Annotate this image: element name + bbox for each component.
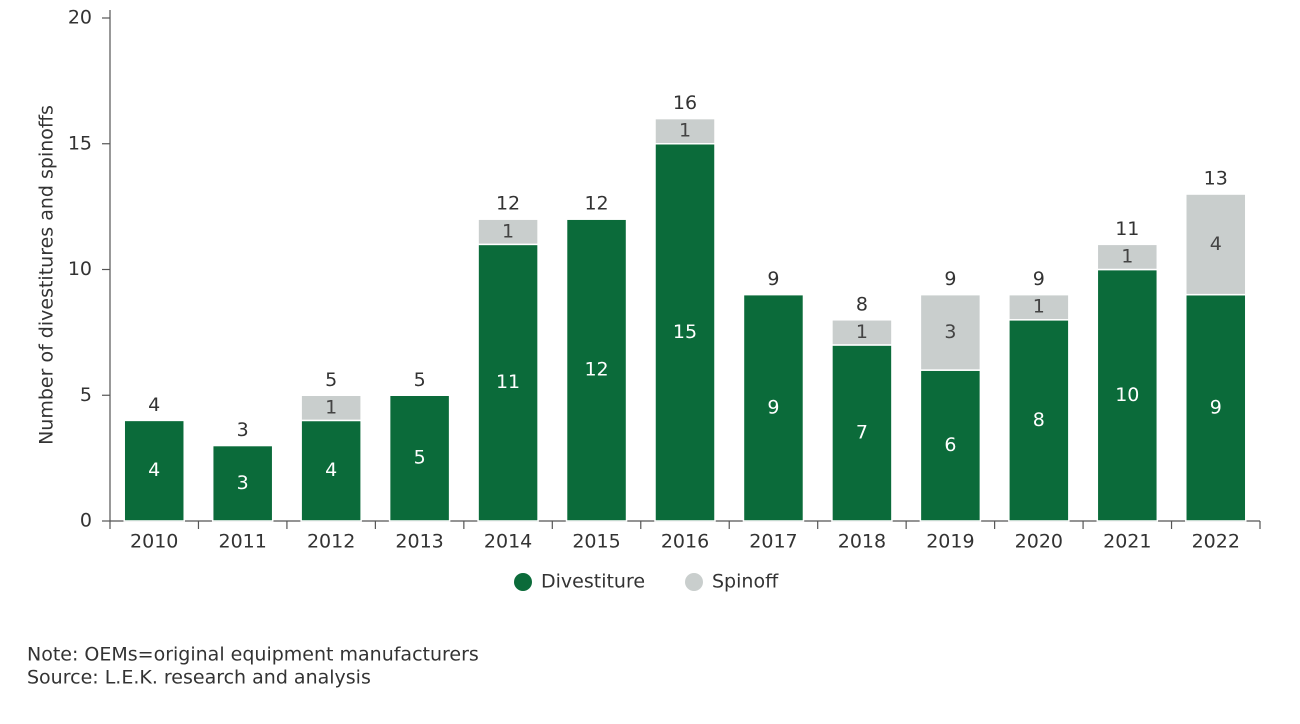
bar-segment bbox=[742, 293, 805, 522]
bar-segment bbox=[1008, 293, 1070, 321]
bar-segment bbox=[211, 444, 274, 522]
y-tick-label: 0 bbox=[80, 510, 92, 532]
value-label: 1 bbox=[1121, 245, 1133, 267]
x-tick-label: 2011 bbox=[219, 531, 267, 553]
value-label: 4 bbox=[1210, 233, 1222, 255]
value-label: 6 bbox=[944, 434, 956, 456]
total-label: 5 bbox=[325, 369, 337, 391]
legend-marker bbox=[685, 573, 703, 591]
total-label: 9 bbox=[1033, 268, 1045, 290]
value-label: 1 bbox=[502, 220, 514, 242]
total-label: 16 bbox=[673, 92, 697, 114]
legend-label: Divestiture bbox=[541, 571, 645, 593]
bar-segment bbox=[654, 117, 716, 145]
bar-segment bbox=[1096, 243, 1159, 271]
value-label: 3 bbox=[944, 321, 956, 343]
bar-segment bbox=[477, 218, 539, 246]
bar-segment bbox=[300, 394, 362, 422]
x-tick-label: 2012 bbox=[307, 531, 355, 553]
bar-segment bbox=[123, 419, 185, 522]
y-tick-label: 15 bbox=[68, 132, 92, 154]
value-label: 5 bbox=[414, 447, 426, 469]
total-label: 13 bbox=[1204, 168, 1228, 190]
total-label: 11 bbox=[1115, 218, 1139, 240]
total-label: 4 bbox=[148, 394, 160, 416]
x-tick-label: 2020 bbox=[1015, 531, 1063, 553]
bar-segment bbox=[1185, 193, 1247, 296]
y-tick-label: 5 bbox=[80, 384, 92, 406]
value-label: 1 bbox=[679, 120, 691, 142]
note: Note: OEMs=original equipment manufactur… bbox=[27, 644, 479, 666]
x-tick-label: 2015 bbox=[572, 531, 620, 553]
bar-segment bbox=[388, 394, 451, 522]
bar-segment bbox=[1008, 319, 1070, 522]
value-label: 4 bbox=[325, 459, 337, 481]
x-tick-label: 2013 bbox=[395, 531, 443, 553]
legend-label: Spinoff bbox=[712, 571, 779, 593]
x-tick-label: 2019 bbox=[926, 531, 974, 553]
bar-segment bbox=[1185, 293, 1247, 522]
value-label: 8 bbox=[1033, 409, 1045, 431]
value-label: 1 bbox=[325, 396, 337, 418]
x-tick-label: 2010 bbox=[130, 531, 178, 553]
source: Source: L.E.K. research and analysis bbox=[27, 667, 371, 689]
value-label: 4 bbox=[148, 459, 160, 481]
x-tick-label: 2021 bbox=[1103, 531, 1151, 553]
x-tick-label: 2016 bbox=[661, 531, 709, 553]
bar-segment bbox=[654, 143, 716, 522]
bar-segment bbox=[831, 319, 893, 346]
bar-segment bbox=[565, 218, 628, 522]
x-tick-label: 2017 bbox=[749, 531, 797, 553]
y-tick-label: 20 bbox=[68, 7, 92, 29]
value-label: 10 bbox=[1115, 384, 1139, 406]
y-axis-label: Number of divestitures and spinoffs bbox=[36, 105, 58, 445]
total-label: 12 bbox=[496, 193, 520, 215]
y-tick-label: 10 bbox=[68, 258, 92, 280]
x-tick-label: 2014 bbox=[484, 531, 532, 553]
value-label: 9 bbox=[1210, 396, 1222, 418]
value-label: 11 bbox=[496, 371, 520, 393]
value-label: 15 bbox=[673, 321, 697, 343]
total-label: 12 bbox=[584, 193, 608, 215]
value-label: 3 bbox=[237, 472, 249, 494]
bar-segment bbox=[919, 293, 982, 371]
total-label: 9 bbox=[767, 268, 779, 290]
value-label: 1 bbox=[1033, 296, 1045, 318]
value-label: 12 bbox=[584, 359, 608, 381]
total-label: 9 bbox=[944, 268, 956, 290]
x-tick-label: 2022 bbox=[1192, 531, 1240, 553]
x-tick-label: 2018 bbox=[838, 531, 886, 553]
bar-segment bbox=[1096, 268, 1159, 522]
value-label: 9 bbox=[767, 396, 779, 418]
value-label: 1 bbox=[856, 321, 868, 343]
value-label: 7 bbox=[856, 421, 868, 443]
total-label: 8 bbox=[856, 293, 868, 315]
total-label: 5 bbox=[414, 369, 426, 391]
total-label: 3 bbox=[237, 419, 249, 441]
bar-segment bbox=[477, 243, 539, 522]
legend-marker bbox=[514, 573, 532, 591]
bar-segment bbox=[919, 369, 982, 522]
